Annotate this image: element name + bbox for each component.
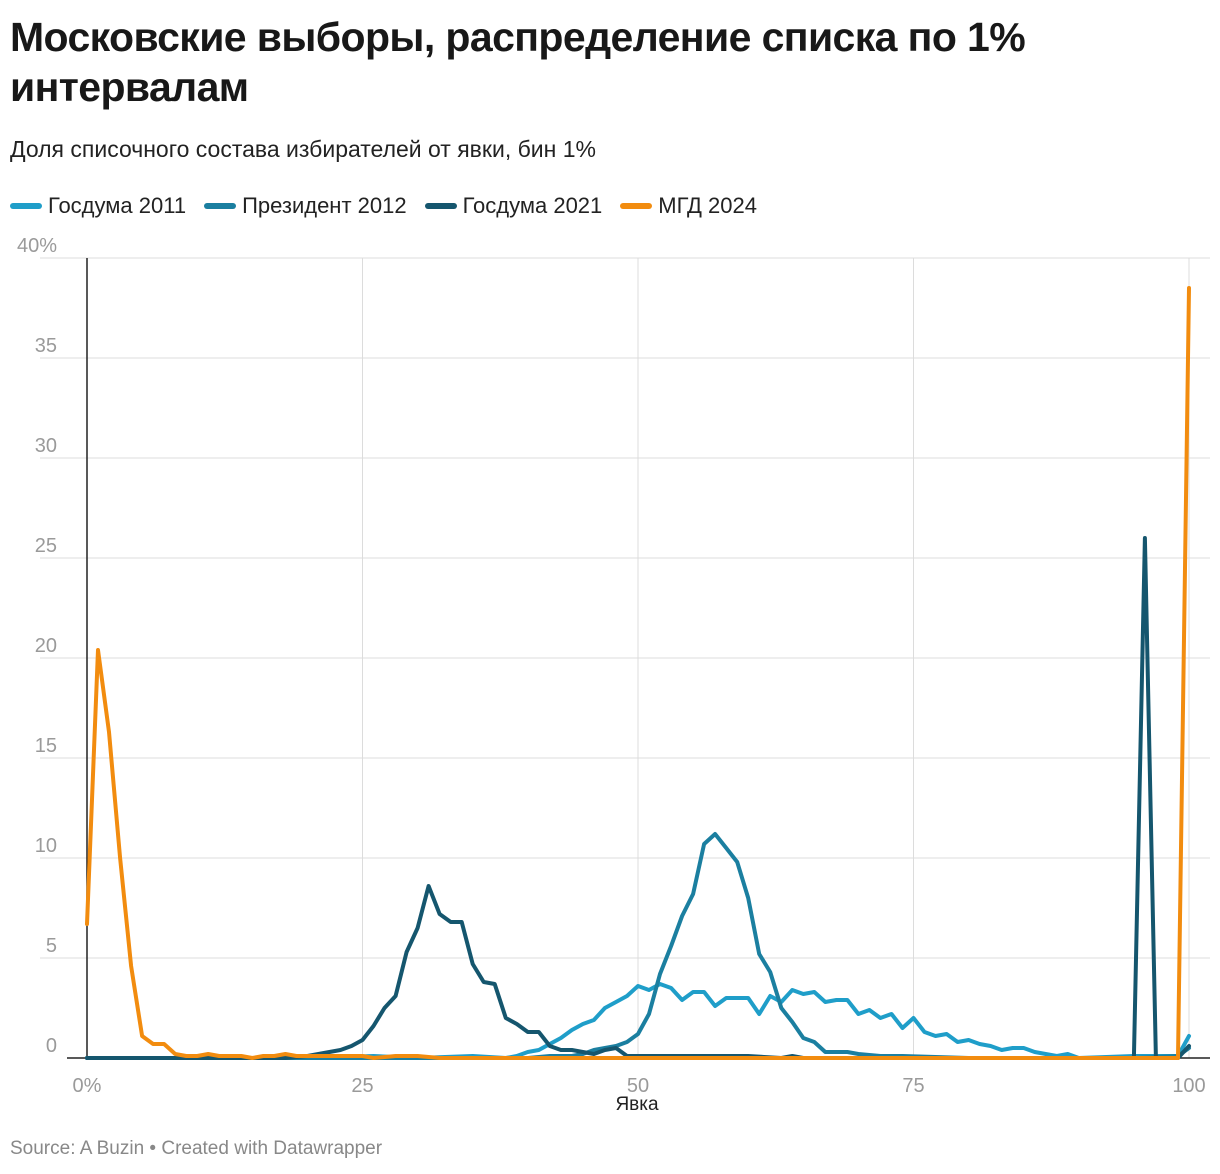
legend: Госдума 2011 Президент 2012 Госдума 2021… (10, 193, 775, 219)
series-line (85, 832, 1191, 1060)
y-tick-label: 15 (35, 735, 57, 757)
chart-title: Московские выборы, распределение списка … (10, 14, 1026, 110)
legend-item-gosduma-2021: Госдума 2021 (424, 193, 603, 219)
legend-swatch (620, 203, 653, 209)
x-tick-label: 50 (627, 1075, 649, 1097)
y-tick-label: 10 (35, 835, 57, 857)
y-tick-label: 30 (35, 435, 57, 457)
legend-item-gosduma-2011: Госдума 2011 (10, 193, 186, 219)
legend-swatch (204, 203, 237, 209)
y-tick-label: 5 (46, 935, 57, 957)
y-tick-label: 40% (17, 235, 57, 257)
legend-swatch (10, 203, 42, 209)
legend-item-mgd-2024: МГД 2024 (620, 193, 757, 219)
legend-label: Госдума 2021 (462, 193, 603, 218)
legend-swatch (424, 203, 457, 209)
y-tick-label: 25 (35, 535, 57, 557)
x-axis-label: Явка (615, 1094, 659, 1115)
line-chart: 0 5 10 15 20 25 30 35 40% 0% 25 50 75 100 Явка (17, 235, 1210, 1115)
x-tick-label: 25 (351, 1075, 373, 1097)
x-tick-label: 0% (73, 1075, 102, 1097)
x-tick-label: 100 (1172, 1075, 1205, 1097)
legend-item-president-2012: Президент 2012 (204, 193, 407, 219)
chart-subtitle: Доля списочного состава избирателей от я… (10, 136, 596, 162)
y-tick-label: 20 (35, 635, 57, 657)
source-credit: Source: A Buzin • Created with Datawrapp… (10, 1138, 383, 1159)
legend-label: МГД 2024 (658, 193, 758, 218)
y-tick-label: 35 (35, 335, 57, 357)
legend-label: Госдума 2011 (48, 193, 187, 218)
series-line (85, 286, 1191, 1060)
x-tick-label: 75 (902, 1075, 924, 1097)
y-tick-label: 0 (46, 1035, 57, 1057)
legend-label: Президент 2012 (242, 193, 407, 218)
